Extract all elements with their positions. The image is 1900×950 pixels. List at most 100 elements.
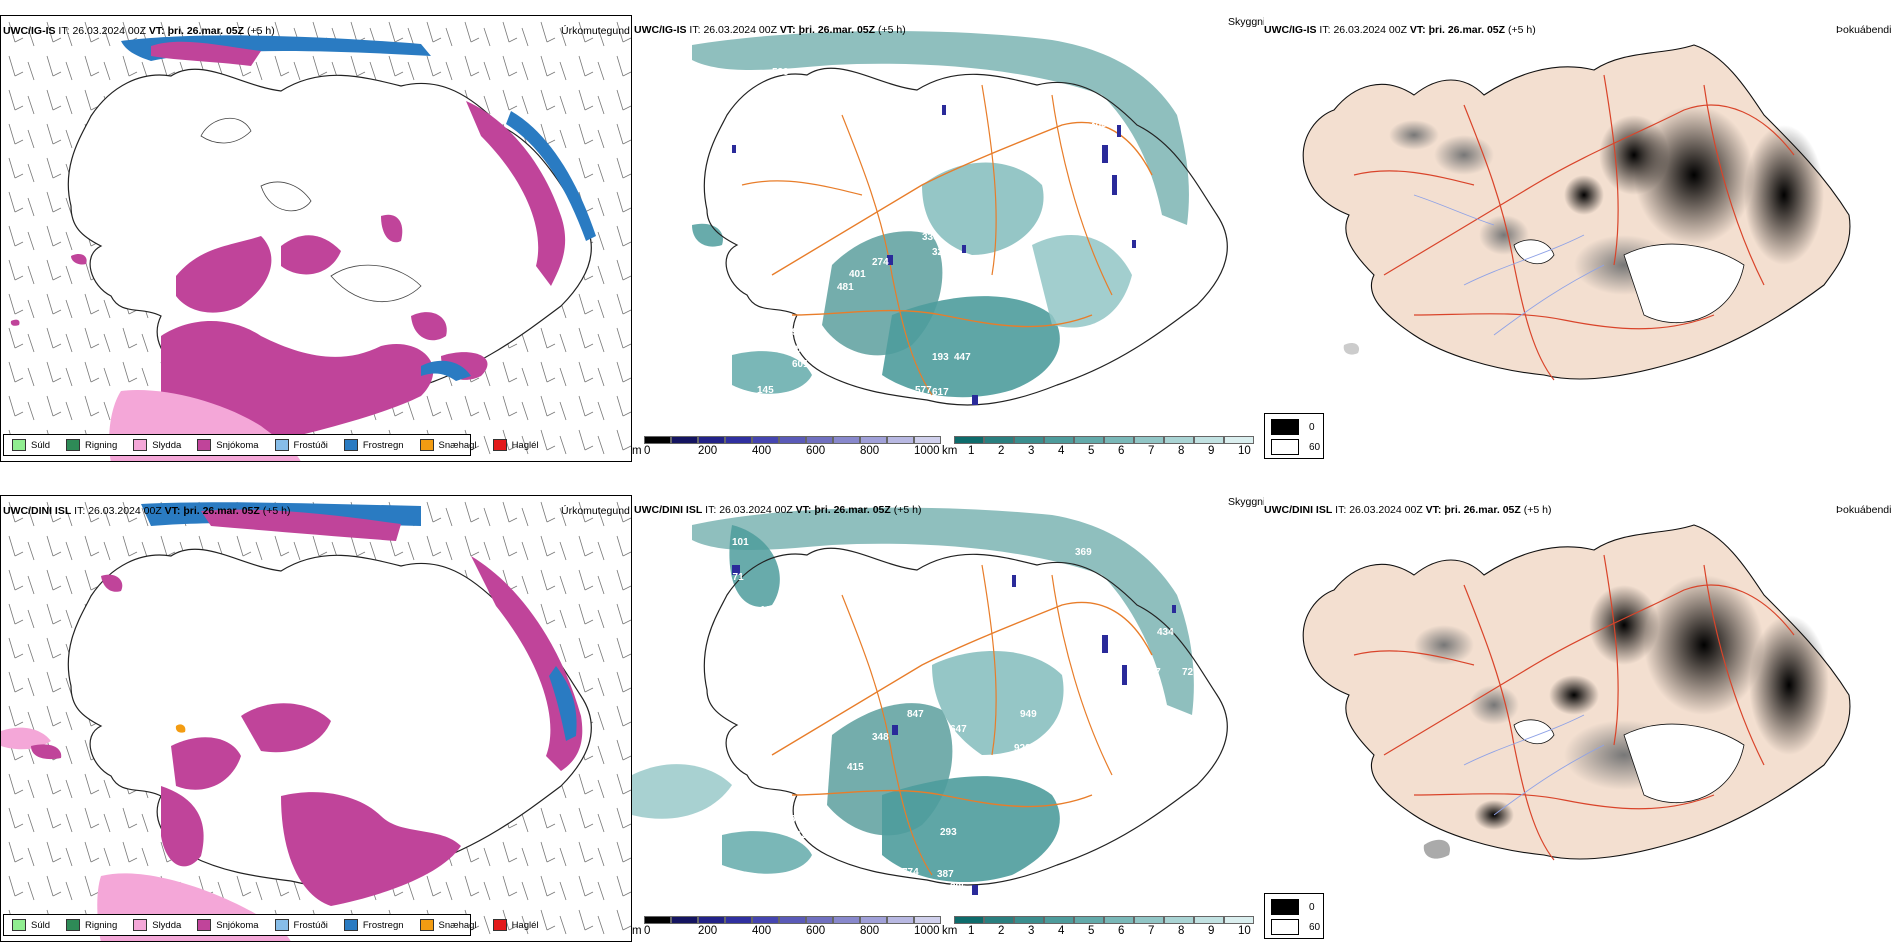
precip-panel-name-row1: Úrkomutegund (561, 25, 630, 37)
colorbar-segment (1074, 436, 1104, 444)
colorbar-tick-label: 1 (968, 925, 975, 937)
cloud-base-number: 245 (1072, 329, 1089, 340)
colorbar-unit: m (632, 445, 642, 457)
legend-label: Súld (31, 439, 51, 451)
visibility-panel-row1: 539 200 385 189 330 328 274 401 481 193 940 285 245 4… (632, 15, 1264, 462)
cloud-base-number: 774 (902, 867, 919, 878)
cloud-base-number: 362 (790, 830, 807, 841)
legend-item-4: Frostúði (274, 919, 328, 931)
legend-swatch (12, 439, 26, 451)
colorbar-segment (860, 436, 887, 444)
fog-panel-row2: UWC/DINI ISL IT: 26.03.2024 00Z VT: þri.… (1264, 495, 1900, 942)
cloud-base-number: 337 (812, 859, 829, 870)
cloud-base-number: 134 (750, 889, 767, 900)
legend-swatch (133, 919, 148, 931)
legend-item-2: Slydda (133, 439, 181, 451)
legend-item-5: Frostregn (343, 439, 404, 451)
colorbar-tick-label: 1000 (914, 445, 940, 457)
colorbar-segment (725, 916, 752, 924)
cloud-base-number: 434 (1157, 627, 1174, 638)
colorbar-tick-label: 6 (1118, 445, 1125, 457)
colorbar-tick-label: 8 (1178, 925, 1185, 937)
precip-panel-row1: UWC/IG-IS IT: 26.03.2024 00Z VT: þri. 26… (0, 15, 632, 462)
legend-item-7: Haglél (492, 919, 539, 931)
colorbar-segment (671, 436, 698, 444)
cloud-base-number: 415 (847, 762, 864, 773)
colorbar-unit: m (632, 925, 642, 937)
legend-swatch (419, 439, 434, 451)
cloud-base-number: 577 (915, 385, 932, 396)
colorbar-tick-label: 400 (752, 925, 772, 937)
legend-label: Snæhagl (438, 919, 477, 931)
colorbar-segment (779, 916, 806, 924)
cloud-base-number: 285 (790, 344, 807, 355)
cloud-base-number: 617 (932, 387, 949, 398)
colorbar-segment (833, 436, 860, 444)
legend-swatch (66, 439, 81, 451)
legend-label: Frostregn (362, 439, 404, 451)
colorbar-segment (752, 436, 779, 444)
legend-item-4: Frostúði (274, 439, 328, 451)
precip-title-row1: UWC/IG-IS IT: 26.03.2024 00Z VT: þri. 26… (3, 25, 275, 37)
cloud-base-number: 369 (1075, 547, 1092, 558)
colorbar-segment (644, 916, 671, 924)
cloud-base-number: 447 (954, 352, 971, 363)
legend-item-2: Slydda (133, 919, 181, 931)
colorbar-segment (806, 916, 833, 924)
legend-label: Rigning (85, 919, 118, 931)
colorbar-segment (954, 916, 984, 924)
legend-label: Snjókoma (216, 439, 259, 451)
colorbar-unit: km (942, 445, 958, 457)
cloud-base-number: 847 (907, 709, 924, 720)
colorbar-segment (752, 916, 779, 924)
cloud-base-number: 330 (922, 232, 939, 243)
legend-item-1: Rigning (66, 919, 117, 931)
cloud-base-number: 481 (837, 282, 854, 293)
colorbar-tick-label: 800 (860, 925, 880, 937)
cloud-base-number: 317 (1144, 667, 1161, 678)
fog-panel-row1: UWC/IG-IS IT: 26.03.2024 00Z VT: þri. 26… (1264, 15, 1900, 462)
visibility-panel-name-row1: Skyggni (1228, 16, 1264, 28)
fog-panel-name-row2: Þokuábendi (1836, 504, 1892, 516)
colorbar-segment (1164, 436, 1194, 444)
cloud-base-number: 387 (937, 869, 954, 880)
precip-title-row2: UWC/DINI ISL IT: 26.03.2024 00Z VT: þri.… (3, 505, 291, 517)
legend-item-0: Súld (12, 919, 50, 931)
fog-title-row1: UWC/IG-IS IT: 26.03.2024 00Z VT: þri. 26… (1264, 24, 1536, 36)
colorbar-tick-label: 3 (1028, 925, 1035, 937)
colorbar-segment (698, 916, 725, 924)
colorbar-segment (1074, 916, 1104, 924)
visibility-colorbar-row1: km 1 2 3 4 5 6 7 8 9 10 (942, 436, 1264, 462)
colorbar-tick-label: 600 (806, 445, 826, 457)
cloud-base-number: 348 (872, 732, 889, 743)
colorbar-segment (833, 916, 860, 924)
colorbar-segment (1134, 436, 1164, 444)
legend-label: Frostúði (293, 919, 328, 931)
colorbar-tick-label: 400 (752, 445, 772, 457)
colorbar-segment (779, 436, 806, 444)
colorbar-tick-label: 4 (1058, 925, 1065, 937)
visibility-map-row2: 101 171 130 369 434 317 72 847 949 348 647 415 928 89… (632, 507, 1228, 908)
cloud-base-number: 949 (1020, 709, 1037, 720)
colorbar-segment (914, 916, 941, 924)
colorbar-segment (1224, 916, 1254, 924)
colorbar-segment (806, 436, 833, 444)
colorbar-tick-label: 0 (644, 925, 651, 937)
legend-swatch (66, 919, 81, 931)
colorbar-tick-label: 5 (1088, 445, 1095, 457)
legend-item-3: Snjókoma (197, 439, 259, 451)
colorbar-segment (1104, 436, 1134, 444)
cloud-base-number: 940 (792, 327, 809, 338)
precip-map-row2 (1, 496, 631, 941)
fog-legend-row1: 0 60 (1264, 413, 1324, 459)
legend-label: Snjókoma (216, 919, 259, 931)
legend-swatch (492, 919, 507, 931)
colorbar-segment (914, 436, 941, 444)
legend-item-0: Súld (12, 439, 50, 451)
colorbar-tick-label: 200 (698, 445, 718, 457)
colorbar-tick-label: 600 (806, 925, 826, 937)
colorbar-segment (1134, 916, 1164, 924)
cloud-base-colorbar-row1: m 0 200 400 600 800 1000 (632, 436, 942, 462)
cloud-base-number: 898 (790, 814, 807, 825)
colorbar-tick-label: 1000 (914, 925, 940, 937)
